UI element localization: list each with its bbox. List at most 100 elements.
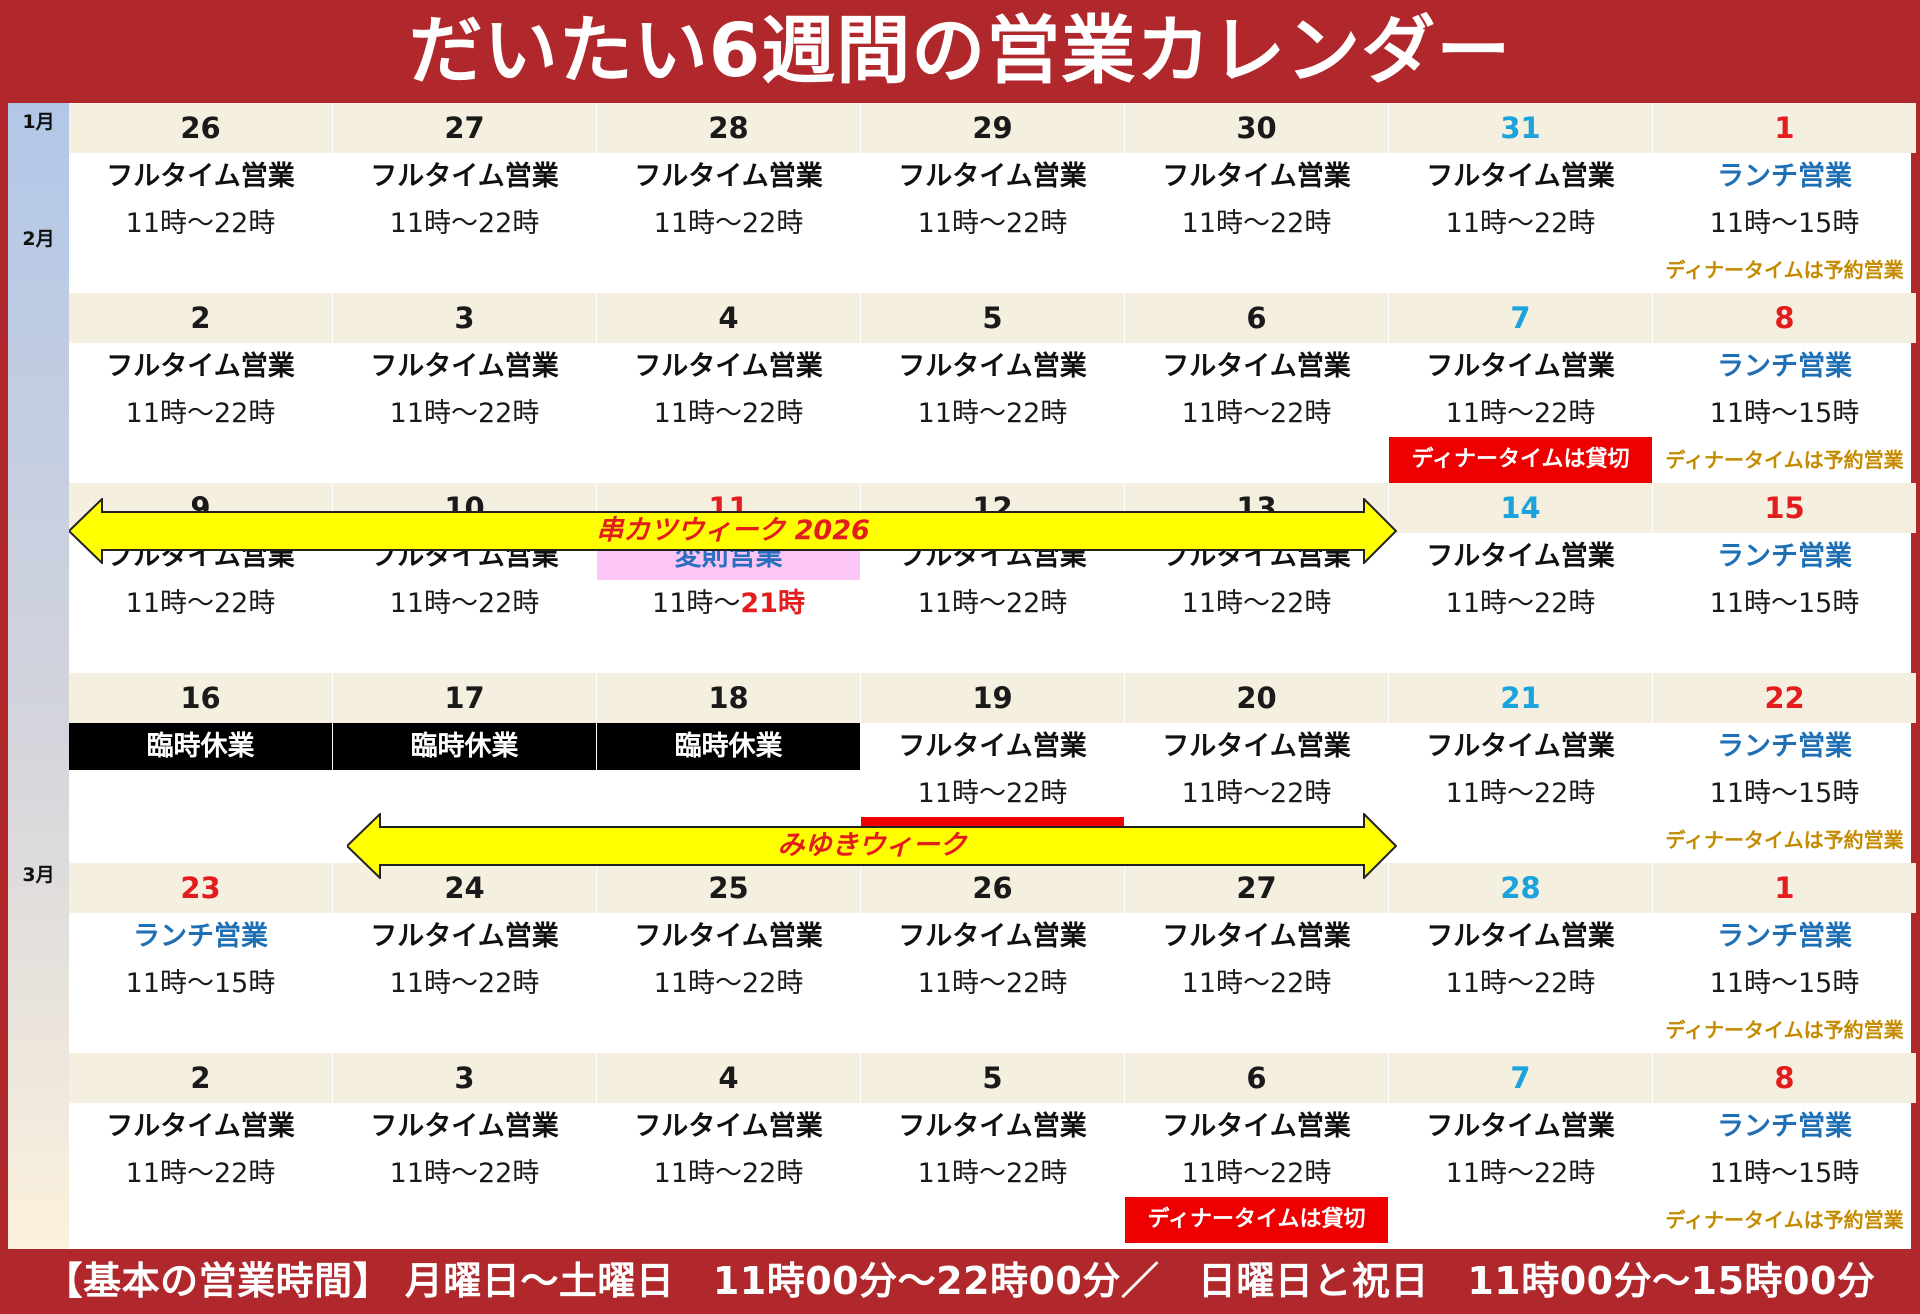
dinner-reserved-note: ディナータイムは予約営業: [1665, 828, 1904, 852]
date-number: 21: [1389, 673, 1652, 723]
business-hours: 11時〜22時: [125, 588, 276, 619]
business-type-label: フルタイム営業: [1162, 731, 1351, 762]
date-number: 17: [333, 673, 596, 723]
day-cell: 25 フルタイム営業 11時〜22時: [597, 863, 860, 1053]
date-number: 3: [333, 1053, 596, 1103]
day-cell: 4 フルタイム営業 11時〜22時: [597, 293, 860, 483]
date-number: 4: [597, 1053, 860, 1103]
dinner-private-badge: ディナータイムは貸切: [1389, 437, 1652, 483]
basic-hours-footer: 【基本の営業時間】 月曜日〜土曜日 11時00分〜22時00分／ 日曜日と祝日 …: [44, 1259, 1876, 1303]
day-cell: 30 フルタイム営業 11時〜22時: [1125, 103, 1388, 293]
dinner-reserved-note: ディナータイムは予約営業: [1665, 258, 1904, 282]
event-label: 串カツウィーク 2026: [596, 515, 870, 546]
business-type-label: フルタイム営業: [1162, 161, 1351, 192]
day-cell: 2 フルタイム営業 11時〜22時: [69, 1053, 332, 1243]
day-cell: 8 ランチ営業 11時〜15時 ディナータイムは予約営業: [1653, 1053, 1916, 1243]
business-type-label: フルタイム営業: [106, 161, 295, 192]
event-arrow-shape: [347, 813, 1397, 879]
business-hours: 11時〜22時: [1181, 968, 1332, 999]
business-type-label: フルタイム営業: [1162, 1111, 1351, 1142]
business-hours: 11時〜22時: [1181, 778, 1332, 809]
dinner-reserved-note: ディナータイムは予約営業: [1665, 1018, 1904, 1042]
day-cell: 5 フルタイム営業 11時〜22時: [861, 293, 1124, 483]
business-hours: 11時〜22時: [389, 968, 540, 999]
business-hours: 11時〜22時: [1181, 1158, 1332, 1189]
event-arrow: [347, 813, 1397, 879]
day-cell: 27 フルタイム営業 11時〜22時: [333, 103, 596, 293]
business-type-label: フルタイム営業: [1426, 731, 1615, 762]
business-hours: 11時〜22時: [389, 208, 540, 239]
business-type-label: フルタイム営業: [898, 351, 1087, 382]
business-hours: 11時〜22時: [1445, 968, 1596, 999]
date-number: 5: [861, 1053, 1124, 1103]
day-cell: 28 フルタイム営業 11時〜22時: [597, 103, 860, 293]
business-type-label: フルタイム営業: [370, 161, 559, 192]
business-type-label: フルタイム営業: [1426, 921, 1615, 952]
day-cell: 15 ランチ営業 11時〜15時: [1653, 483, 1916, 673]
date-number: 16: [69, 673, 332, 723]
date-number: 26: [69, 103, 332, 153]
business-type-label: フルタイム営業: [106, 351, 295, 382]
business-type-label: フルタイム営業: [1426, 351, 1615, 382]
date-number: 29: [861, 103, 1124, 153]
day-cell: 2 フルタイム営業 11時〜22時: [69, 293, 332, 483]
business-hours: 11時〜22時: [1181, 398, 1332, 429]
business-hours: 11時〜22時: [917, 208, 1068, 239]
day-cell: 1 ランチ営業 11時〜15時 ディナータイムは予約営業: [1653, 863, 1916, 1053]
day-cell: 26 フルタイム営業 11時〜22時: [69, 103, 332, 293]
day-cell: 6 フルタイム営業 11時〜22時: [1125, 293, 1388, 483]
date-number: 5: [861, 293, 1124, 343]
day-cell: 28 フルタイム営業 11時〜22時: [1389, 863, 1652, 1053]
day-cell: 21 フルタイム営業 11時〜22時: [1389, 673, 1652, 863]
business-hours: 11時〜22時: [917, 1158, 1068, 1189]
date-number: 26: [861, 863, 1124, 913]
business-hours: 11時〜15時: [1709, 1158, 1860, 1189]
day-cell: 5 フルタイム営業 11時〜22時: [861, 1053, 1124, 1243]
date-number: 1: [1653, 863, 1916, 913]
date-number: 14: [1389, 483, 1652, 533]
business-hours: 11時〜15時: [1709, 778, 1860, 809]
date-number: 30: [1125, 103, 1388, 153]
day-cell: 16 臨時休業: [69, 673, 332, 863]
business-type-label: フルタイム営業: [1162, 351, 1351, 382]
date-number: 20: [1125, 673, 1388, 723]
business-hours: 11時〜22時: [653, 398, 804, 429]
business-type-label: フルタイム営業: [634, 351, 823, 382]
business-type-label: フルタイム営業: [634, 921, 823, 952]
dinner-reserved-note: ディナータイムは予約営業: [1665, 1208, 1904, 1232]
day-cell: 31 フルタイム営業 11時〜22時: [1389, 103, 1652, 293]
date-number: 31: [1389, 103, 1652, 153]
date-number: 28: [1389, 863, 1652, 913]
business-type-label: フルタイム営業: [370, 921, 559, 952]
day-cell: 26 フルタイム営業 11時〜22時: [861, 863, 1124, 1053]
business-type-label: ランチ営業: [1717, 1111, 1852, 1142]
day-cell: 7 フルタイム営業 11時〜22時: [1389, 1053, 1652, 1243]
business-hours: 11時〜22時: [917, 778, 1068, 809]
day-cell: 23 ランチ営業 11時〜15時: [69, 863, 332, 1053]
day-cell: 4 フルタイム営業 11時〜22時: [597, 1053, 860, 1243]
business-type-label: フルタイム営業: [106, 1111, 295, 1142]
business-hours: 11時〜22時: [917, 968, 1068, 999]
business-hours: 11時〜21時: [597, 580, 860, 627]
day-cell: 3 フルタイム営業 11時〜22時: [333, 1053, 596, 1243]
business-type-label: フルタイム営業: [634, 161, 823, 192]
business-hours: 11時〜15時: [125, 968, 276, 999]
business-hours: 11時〜22時: [653, 208, 804, 239]
business-hours: 11時〜15時: [1709, 588, 1860, 619]
business-type-label: フルタイム営業: [898, 1111, 1087, 1142]
business-type-label: フルタイム営業: [1426, 541, 1615, 572]
month-label-mar: 3月: [22, 864, 55, 886]
business-hours: 11時〜22時: [1181, 208, 1332, 239]
date-number: 25: [597, 863, 860, 913]
day-cell: 6 フルタイム営業 11時〜22時 ディナータイムは貸切: [1125, 1053, 1388, 1243]
business-hours: 11時〜15時: [1709, 208, 1860, 239]
date-number: 7: [1389, 1053, 1652, 1103]
business-type-label: フルタイム営業: [898, 161, 1087, 192]
event-arrow: [69, 498, 1397, 564]
business-hours: 11時〜22時: [1445, 778, 1596, 809]
business-type-label: ランチ営業: [1717, 351, 1852, 382]
month-label-jan: 1月: [22, 111, 55, 133]
business-type-label: ランチ営業: [1717, 541, 1852, 572]
page-title: だいたい6週間の営業カレンダー: [408, 8, 1512, 94]
business-hours: 11時〜22時: [653, 1158, 804, 1189]
